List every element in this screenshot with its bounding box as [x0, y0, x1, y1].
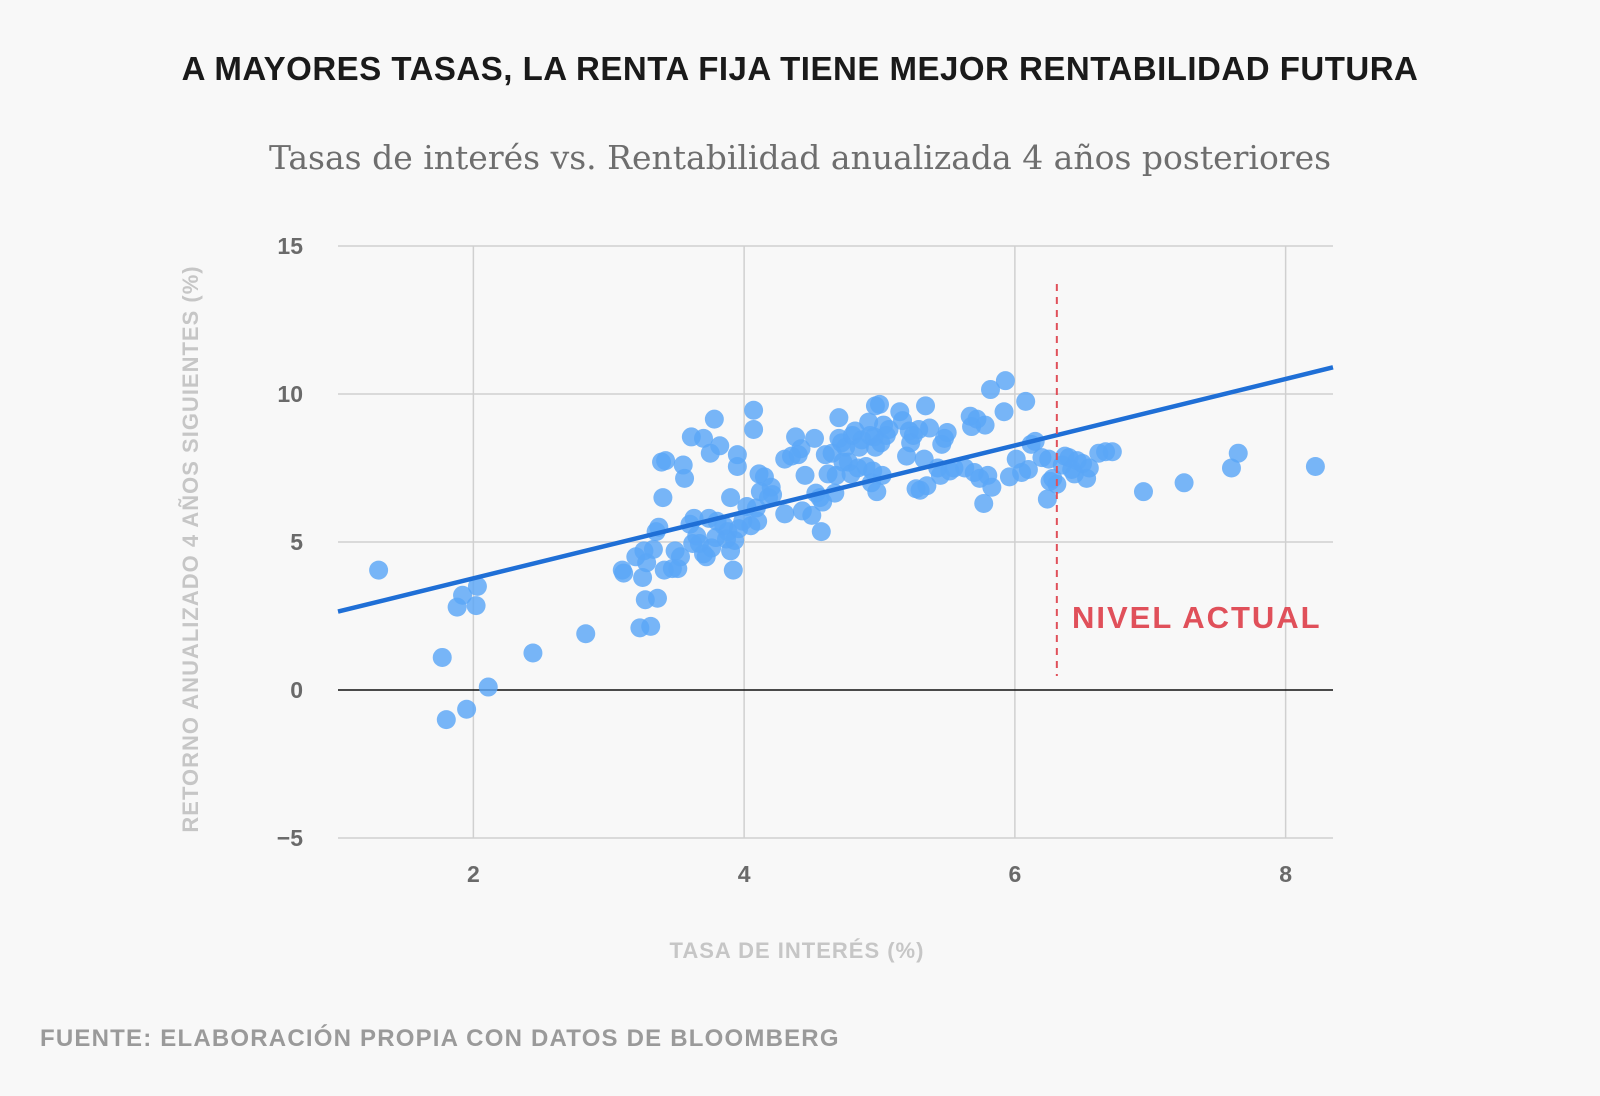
data-point: [994, 402, 1014, 422]
data-point: [744, 420, 764, 440]
data-point: [748, 511, 768, 531]
data-point: [763, 485, 783, 505]
y-tick-label: 10: [277, 381, 303, 407]
data-point: [721, 488, 741, 508]
data-point: [694, 428, 714, 448]
y-tick-label: 0: [290, 677, 303, 703]
data-point: [1174, 473, 1194, 493]
data-point: [867, 482, 887, 502]
data-point: [981, 380, 1001, 400]
data-point: [995, 371, 1015, 391]
data-point: [802, 505, 822, 525]
data-point: [467, 576, 487, 596]
data-point: [523, 643, 543, 663]
data-point: [937, 422, 957, 442]
data-point: [1079, 458, 1099, 478]
x-tick-label: 4: [738, 861, 751, 887]
data-point: [656, 451, 676, 471]
data-point: [805, 428, 825, 448]
data-point: [675, 468, 695, 488]
data-point: [795, 465, 815, 485]
data-point: [811, 522, 831, 542]
data-point: [975, 415, 995, 435]
data-point: [1305, 457, 1325, 477]
data-point: [614, 563, 634, 583]
x-tick-label: 6: [1008, 861, 1021, 887]
data-point: [879, 420, 899, 440]
data-point: [1018, 459, 1038, 479]
y-axis-label: RETORNO ANUALIZADO 4 AÑOS SIGUIENTES (%): [178, 265, 203, 832]
data-point: [670, 547, 690, 567]
data-point: [917, 476, 937, 496]
x-tick-label: 8: [1279, 861, 1292, 887]
x-axis-label: TASA DE INTERÉS (%): [670, 938, 925, 963]
data-point: [775, 504, 795, 524]
data-point: [457, 699, 477, 719]
y-tick-label: 15: [277, 233, 303, 259]
ticks-layer: −5 0 5 10 15 2 4 6 8: [277, 233, 1292, 887]
data-point: [466, 596, 486, 616]
data-point: [641, 616, 661, 636]
chart-title: Tasas de interés vs. Rentabilidad anuali…: [268, 138, 1332, 177]
page-title: A MAYORES TASAS, LA RENTA FIJA TIENE MEJ…: [181, 50, 1419, 87]
current-level-label: NIVEL ACTUAL: [1072, 600, 1322, 635]
data-point: [727, 445, 747, 465]
data-point: [982, 477, 1002, 497]
data-point: [1228, 443, 1248, 463]
source-note: FUENTE: ELABORACIÓN PROPIA CON DATOS DE …: [40, 1025, 840, 1052]
data-point: [453, 585, 473, 605]
grid-layer: [338, 245, 1333, 839]
data-point: [920, 418, 940, 438]
data-point: [436, 710, 456, 730]
data-point: [710, 436, 730, 456]
data-point: [1221, 458, 1241, 478]
data-point: [1102, 442, 1122, 462]
data-point: [914, 449, 934, 469]
data-point: [576, 624, 596, 644]
data-point: [633, 568, 653, 588]
data-point: [647, 588, 667, 608]
data-point: [829, 408, 849, 428]
data-point: [478, 677, 498, 697]
data-point: [723, 560, 743, 580]
data-point: [916, 396, 936, 416]
points-layer: [369, 371, 1325, 730]
data-point: [974, 494, 994, 514]
data-point: [869, 394, 889, 414]
data-point: [791, 439, 811, 459]
data-point: [1037, 489, 1057, 509]
data-point: [369, 560, 389, 580]
data-point: [744, 400, 764, 420]
data-point: [432, 647, 452, 667]
data-point: [1016, 391, 1036, 411]
trendline: [337, 365, 1334, 614]
data-point: [704, 409, 724, 429]
data-point: [653, 488, 673, 508]
x-tick-label: 2: [467, 861, 480, 887]
data-point: [1133, 482, 1153, 502]
y-tick-label: −5: [277, 825, 303, 851]
data-point: [643, 539, 663, 559]
y-tick-label: 5: [290, 529, 303, 555]
